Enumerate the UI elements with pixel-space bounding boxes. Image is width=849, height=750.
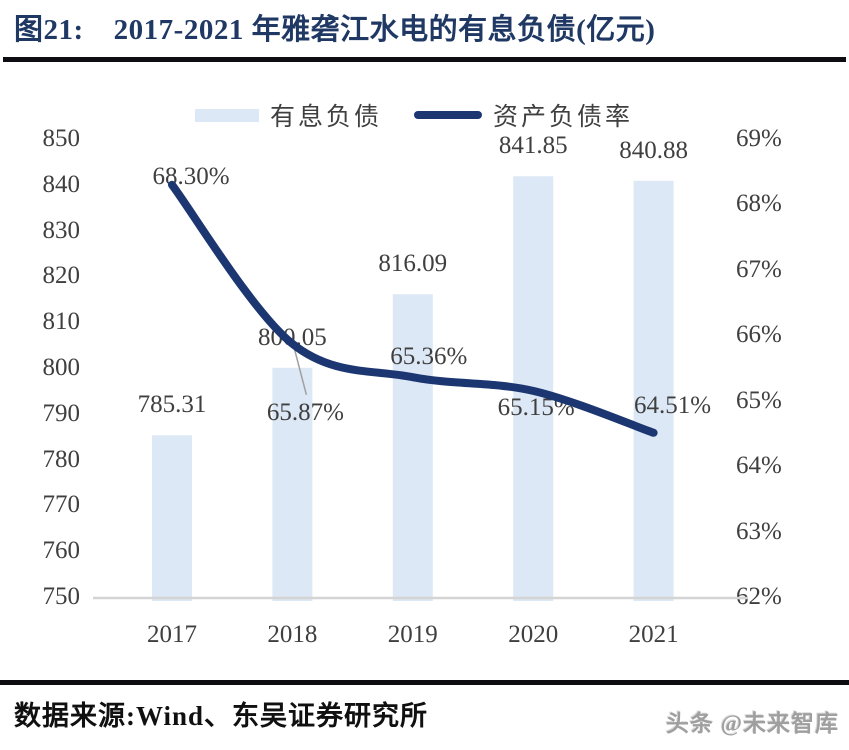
data-source: 数据来源:Wind、东吴证券研究所 (14, 701, 429, 731)
left-axis-tick: 820 (42, 262, 81, 290)
figure-label: 图21: (14, 14, 84, 46)
right-axis-tick: 68% (736, 190, 782, 218)
right-axis-tick: 69% (736, 125, 782, 152)
x-axis-tick: 2020 (508, 621, 559, 648)
bar-value-label: 816.09 (378, 250, 448, 278)
bar-2021 (633, 180, 674, 602)
left-axis-tick: 750 (42, 583, 81, 610)
label-leader-line (293, 348, 308, 395)
ratio-value-label: 68.30% (152, 162, 230, 190)
bar-2017 (152, 435, 192, 601)
bar-2019 (392, 294, 433, 601)
right-axis-tick: 63% (736, 517, 782, 545)
left-axis-tick: 810 (42, 308, 81, 336)
chart-legend: 有息负债 资产负债率 (194, 97, 633, 133)
x-axis-tick: 2018 (267, 621, 318, 648)
left-axis-tick: 850 (42, 125, 81, 152)
legend-item-line-series: 资产负债率 (414, 97, 633, 133)
bar-value-label: 841.85 (498, 132, 568, 160)
legend-bar-label: 有息负债 (269, 104, 382, 131)
left-axis-tick: 840 (42, 170, 81, 198)
right-axis-tick: 66% (736, 321, 782, 349)
ratio-value-label: 65.87% (266, 398, 344, 426)
left-axis-tick: 790 (42, 399, 81, 427)
footer-rule (0, 680, 849, 685)
legend-item-bar-series: 有息负债 (194, 97, 382, 133)
left-axis-tick: 800 (42, 354, 81, 381)
right-axis-tick: 62% (736, 583, 782, 610)
x-axis-tick: 2019 (387, 621, 438, 648)
watermark: 头条 @未来智库 (665, 711, 839, 736)
right-axis-tick: 67% (736, 255, 782, 283)
legend-bar-swatch (194, 108, 259, 122)
left-axis-tick: 770 (42, 491, 81, 519)
x-axis-tick: 2017 (147, 621, 197, 648)
ratio-value-label: 65.36% (390, 343, 468, 371)
right-axis-tick: 65% (736, 386, 782, 414)
right-axis-tick: 64% (736, 452, 782, 480)
title-underline (3, 57, 846, 62)
bar-value-label: 785.31 (137, 391, 207, 419)
bar-2018 (272, 367, 313, 601)
left-axis-tick: 780 (42, 445, 81, 473)
ratio-line (168, 180, 658, 437)
ratio-value-label: 64.51% (634, 391, 712, 419)
figure-title: 2017-2021 年雅砻江水电的有息负债(亿元) (113, 14, 656, 46)
legend-line-swatch (414, 111, 482, 119)
legend-line-label: 资产负债率 (493, 104, 634, 131)
figure-title-row: 图21: 2017-2021 年雅砻江水电的有息负债(亿元) (14, 6, 655, 48)
left-axis-tick: 830 (42, 216, 81, 244)
left-axis-tick: 760 (42, 537, 81, 565)
bar-value-label: 840.88 (619, 136, 688, 164)
x-axis-tick: 2021 (628, 621, 679, 648)
